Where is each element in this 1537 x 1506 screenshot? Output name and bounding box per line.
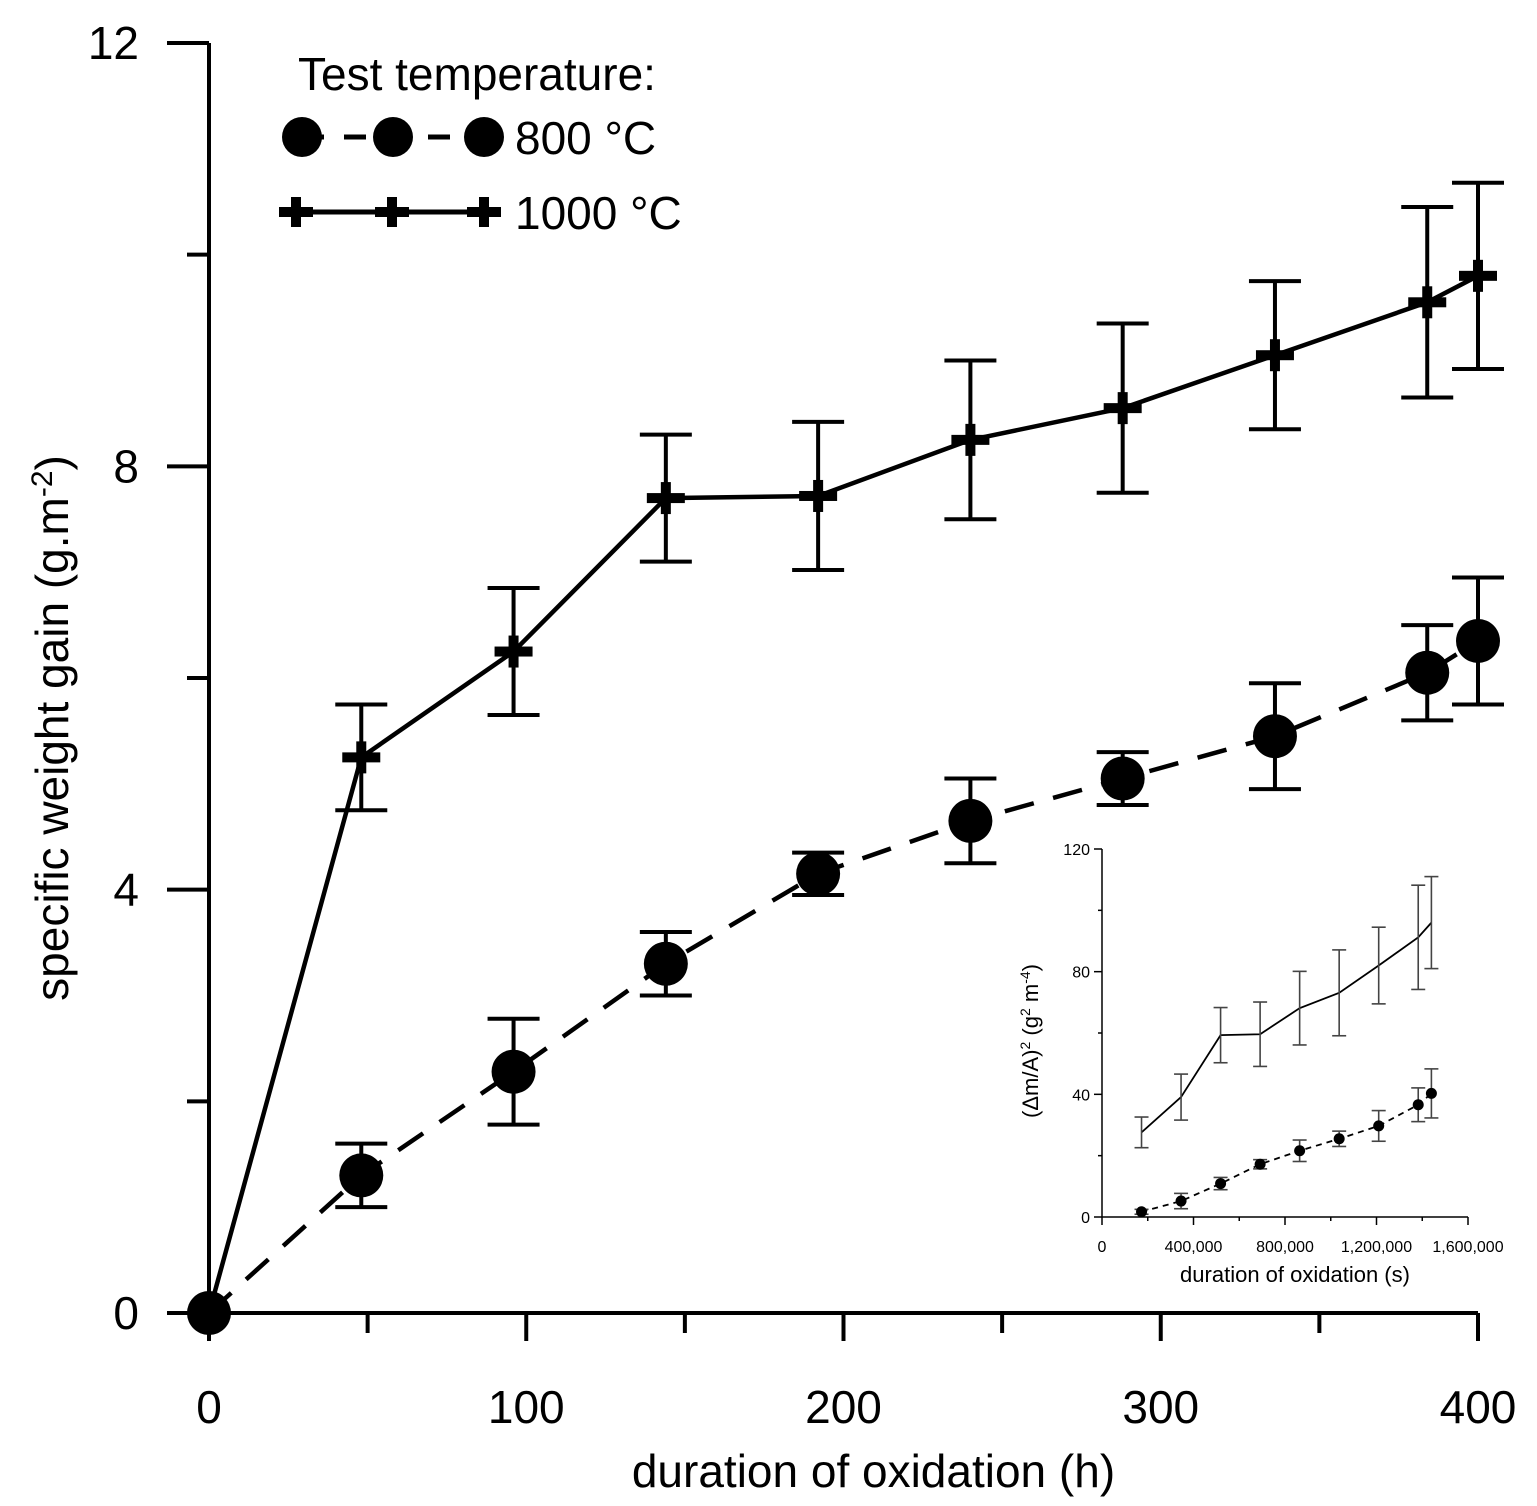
inset-data-point (1294, 1145, 1306, 1157)
y-axis-title: specific weight gain (g.m-2) (26, 455, 78, 1001)
x-axis-title: duration of oxidation (h) (632, 1445, 1115, 1497)
series-line (206, 273, 1480, 1314)
data-point-circle (796, 851, 841, 896)
data-point-circle (643, 941, 688, 986)
inset-y-tick-label: 0 (1081, 1210, 1090, 1227)
legend-label-1000c: 1000 °C (515, 187, 682, 239)
x-tick-label: 400 (1440, 1381, 1517, 1433)
inset-y-tick-label: 120 (1063, 842, 1090, 859)
series-800c (187, 575, 1504, 1335)
data-point-circle (948, 798, 993, 843)
data-point-circle (1252, 714, 1297, 759)
legend-marker-circle (282, 117, 322, 157)
legend: Test temperature: 800 °C 1000 °C (279, 48, 682, 239)
inset-x-tick-label: 1,200,000 (1341, 1239, 1412, 1256)
inset-y-axis-title: (Δm/A)2 (g2 m-4) (1017, 964, 1043, 1118)
inset-series-line (1140, 921, 1433, 1134)
legend-marker-circle (373, 117, 413, 157)
x-tick-label: 100 (488, 1381, 565, 1433)
y-tick-label: 12 (88, 17, 139, 69)
data-point-circle (1405, 650, 1450, 695)
data-point-plus (965, 423, 976, 456)
legend-marker-plus (387, 197, 397, 227)
x-tick-label: 0 (196, 1381, 222, 1433)
y-tick-label: 8 (113, 440, 139, 492)
inset-x-tick-label: 400,000 (1165, 1239, 1223, 1256)
data-point-plus (204, 1297, 214, 1329)
inset-data-point (1412, 1099, 1424, 1111)
inset-plot: 0 40 80 120 0 400,000 800,000 1,200,000 1,600,00… (1017, 842, 1504, 1287)
legend-label-800c: 800 °C (515, 112, 656, 164)
data-point-plus (1269, 339, 1280, 372)
data-point-plus (1422, 286, 1433, 319)
data-point-circle (339, 1153, 384, 1198)
data-point-plus (508, 635, 519, 668)
data-point-circle (491, 1049, 536, 1094)
legend-marker-plus (479, 197, 489, 227)
inset-x-axis-title: duration of oxidation (s) (1180, 1262, 1410, 1287)
data-point-circle (1456, 618, 1500, 663)
data-point-plus (660, 482, 671, 515)
inset-x-tick-label: 1,600,000 (1432, 1239, 1503, 1256)
data-point-plus (1473, 259, 1483, 292)
inset-x-tick-label: 0 (1098, 1239, 1107, 1256)
inset-data-point (1215, 1178, 1227, 1190)
inset-y-tick-label: 80 (1072, 965, 1090, 982)
inset-data-point (1333, 1133, 1345, 1145)
inset-y-tick-label: 40 (1072, 1087, 1090, 1104)
data-point-plus (356, 741, 367, 774)
x-tick-label: 300 (1122, 1381, 1199, 1433)
inset-series-800c (1134, 1068, 1439, 1218)
legend-title: Test temperature: (298, 48, 656, 100)
legend-marker-plus (291, 197, 301, 227)
y-tick-label: 0 (113, 1287, 139, 1339)
y-tick-label: 4 (113, 864, 139, 916)
series-line (207, 639, 1480, 1315)
data-point-circle (1100, 756, 1145, 801)
data-point-plus (1117, 392, 1128, 425)
inset-data-point (1425, 1087, 1437, 1099)
inset-data-point (1136, 1206, 1148, 1218)
series-1000c (190, 180, 1504, 1329)
inset-data-point (1254, 1158, 1266, 1170)
inset-series-1000c (1134, 875, 1439, 1149)
legend-marker-circle (464, 117, 504, 157)
x-tick-label: 200 (805, 1381, 882, 1433)
inset-data-point (1175, 1195, 1187, 1207)
data-point-plus (813, 479, 824, 512)
inset-data-point (1373, 1120, 1385, 1132)
inset-x-tick-label: 800,000 (1256, 1239, 1314, 1256)
